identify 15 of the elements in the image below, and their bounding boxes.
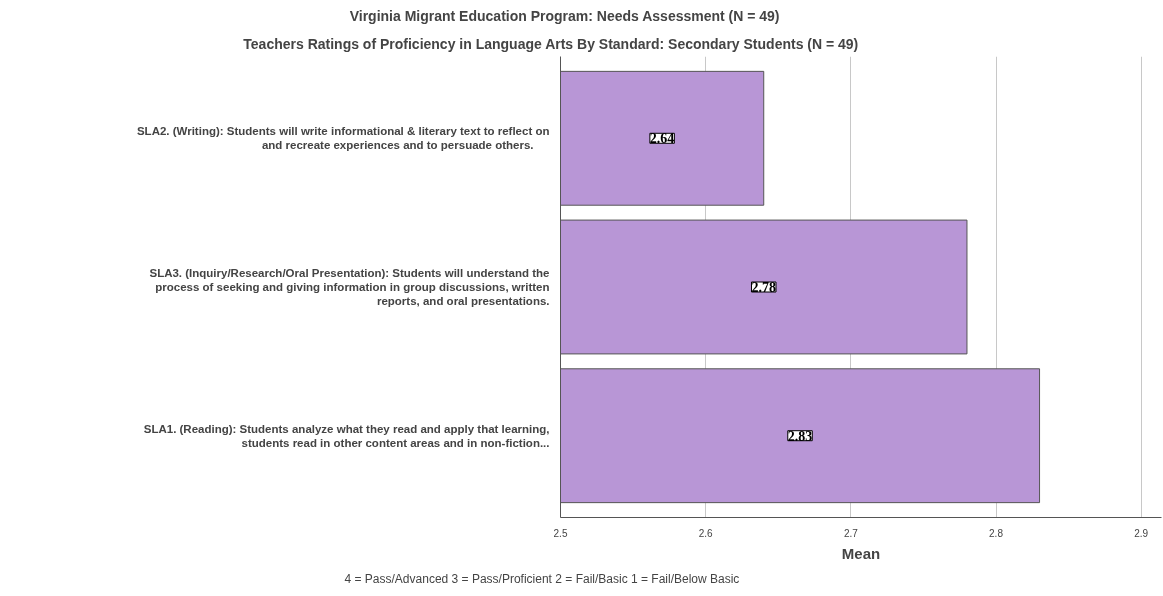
x-tick-label: 2.7: [843, 527, 859, 539]
chart-subtitle: Teachers Ratings of Proficiency in Language Arts By Standard: Secondary Students (N = 49): [243, 35, 859, 52]
y-tick-label: SLA1. (Reading): Students analyze what they read and apply that learning, students read in other content areas and in non-fiction...: [143, 422, 550, 449]
x-tick-label: 2.5: [553, 527, 568, 539]
x-tick-label: 2.6: [698, 527, 714, 539]
data-label: 2.78: [751, 280, 776, 295]
chart-title: Virginia Migrant Education Program: Needs Assessment (N = 49): [349, 7, 780, 24]
data-label: 2.64: [649, 131, 675, 147]
text: 4 = Pass/Advanced 3 = Pass/Proficient 2 = Fail/Basic 1 = Fail/Below Basic: [344, 571, 740, 586]
x-tick-label: 2.8: [989, 527, 1004, 539]
x-axis-title: Mean: [841, 544, 881, 562]
y-tick-label: SLA2. (Writing): Students will write informational & literary text to reflect on and recreate experiences and to persuade others.: [136, 125, 550, 152]
y-tick-label: SLA3. (Inquiry/Research/Oral Presentation): Students will understand the process of seeking and giving information in group discussions, written reports, and oral presentations.: [149, 266, 550, 308]
data-label: 2.83: [787, 428, 813, 444]
x-tick-label: 2.9: [1134, 527, 1149, 539]
